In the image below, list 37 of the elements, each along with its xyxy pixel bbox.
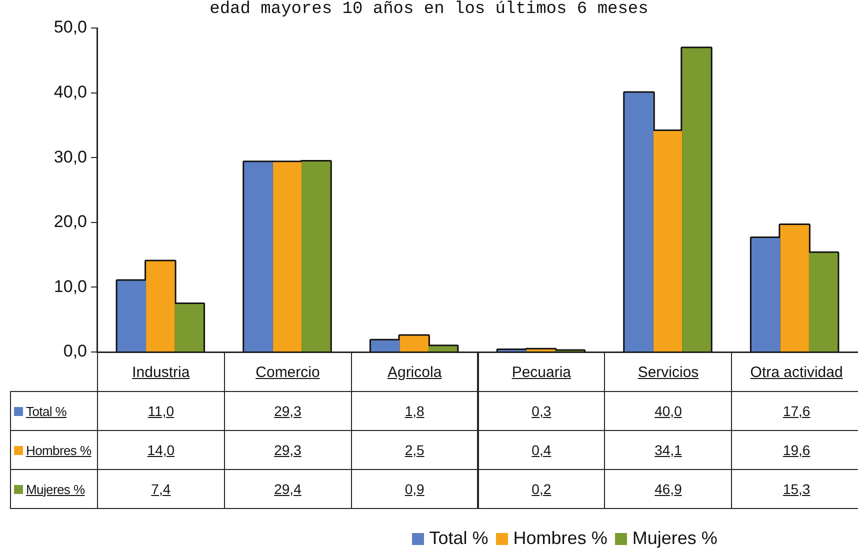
data-label: 29,3 — [274, 442, 302, 458]
data-label: 29,3 — [274, 403, 302, 419]
data-label: 7,4 — [151, 481, 171, 497]
data-label: 17,6 — [782, 403, 810, 419]
data-label: 2,5 — [404, 442, 424, 458]
y-tick-label: 20,0 — [54, 212, 87, 232]
legend-label: Hombres % — [26, 442, 92, 458]
x-tick-label: Agricola — [387, 364, 442, 380]
data-label: 0,2 — [532, 481, 552, 497]
data-label: 29,4 — [274, 481, 302, 497]
text: Total % — [429, 528, 488, 548]
chart-title: edad mayores 10 años en los últimos 6 meses — [210, 0, 648, 19]
x-tick-label: Comercio — [256, 364, 320, 380]
data-label: 19,6 — [782, 442, 810, 458]
data-label: 14,0 — [147, 442, 175, 458]
text: Mujeres % — [632, 528, 718, 548]
x-tick-label: Otra actividad — [750, 364, 843, 380]
data-label: 34,1 — [654, 442, 682, 458]
x-tick-label: Industria — [132, 364, 190, 380]
data-label: 15,3 — [782, 481, 810, 497]
y-tick-label: 10,0 — [54, 276, 87, 296]
data-label: 0,3 — [532, 403, 552, 419]
data-label: 46,9 — [654, 481, 682, 497]
y-tick-label: 50,0 — [54, 18, 87, 37]
text: Hombres % — [513, 528, 608, 548]
data-label: 0,4 — [532, 442, 552, 458]
legend-label: Total % — [26, 404, 67, 418]
data-label: 40,0 — [654, 403, 682, 419]
data-label: 11,0 — [148, 403, 174, 419]
x-tick-label: Servicios — [638, 364, 699, 380]
x-tick-label: Pecuaria — [512, 364, 572, 380]
data-label: 1,8 — [404, 403, 424, 419]
y-tick-label: 0,0 — [63, 342, 87, 361]
y-tick-label: 30,0 — [54, 147, 87, 166]
data-label: 0,9 — [404, 481, 424, 497]
legend-label: Mujeres % — [26, 482, 85, 496]
y-tick-label: 40,0 — [54, 82, 87, 102]
